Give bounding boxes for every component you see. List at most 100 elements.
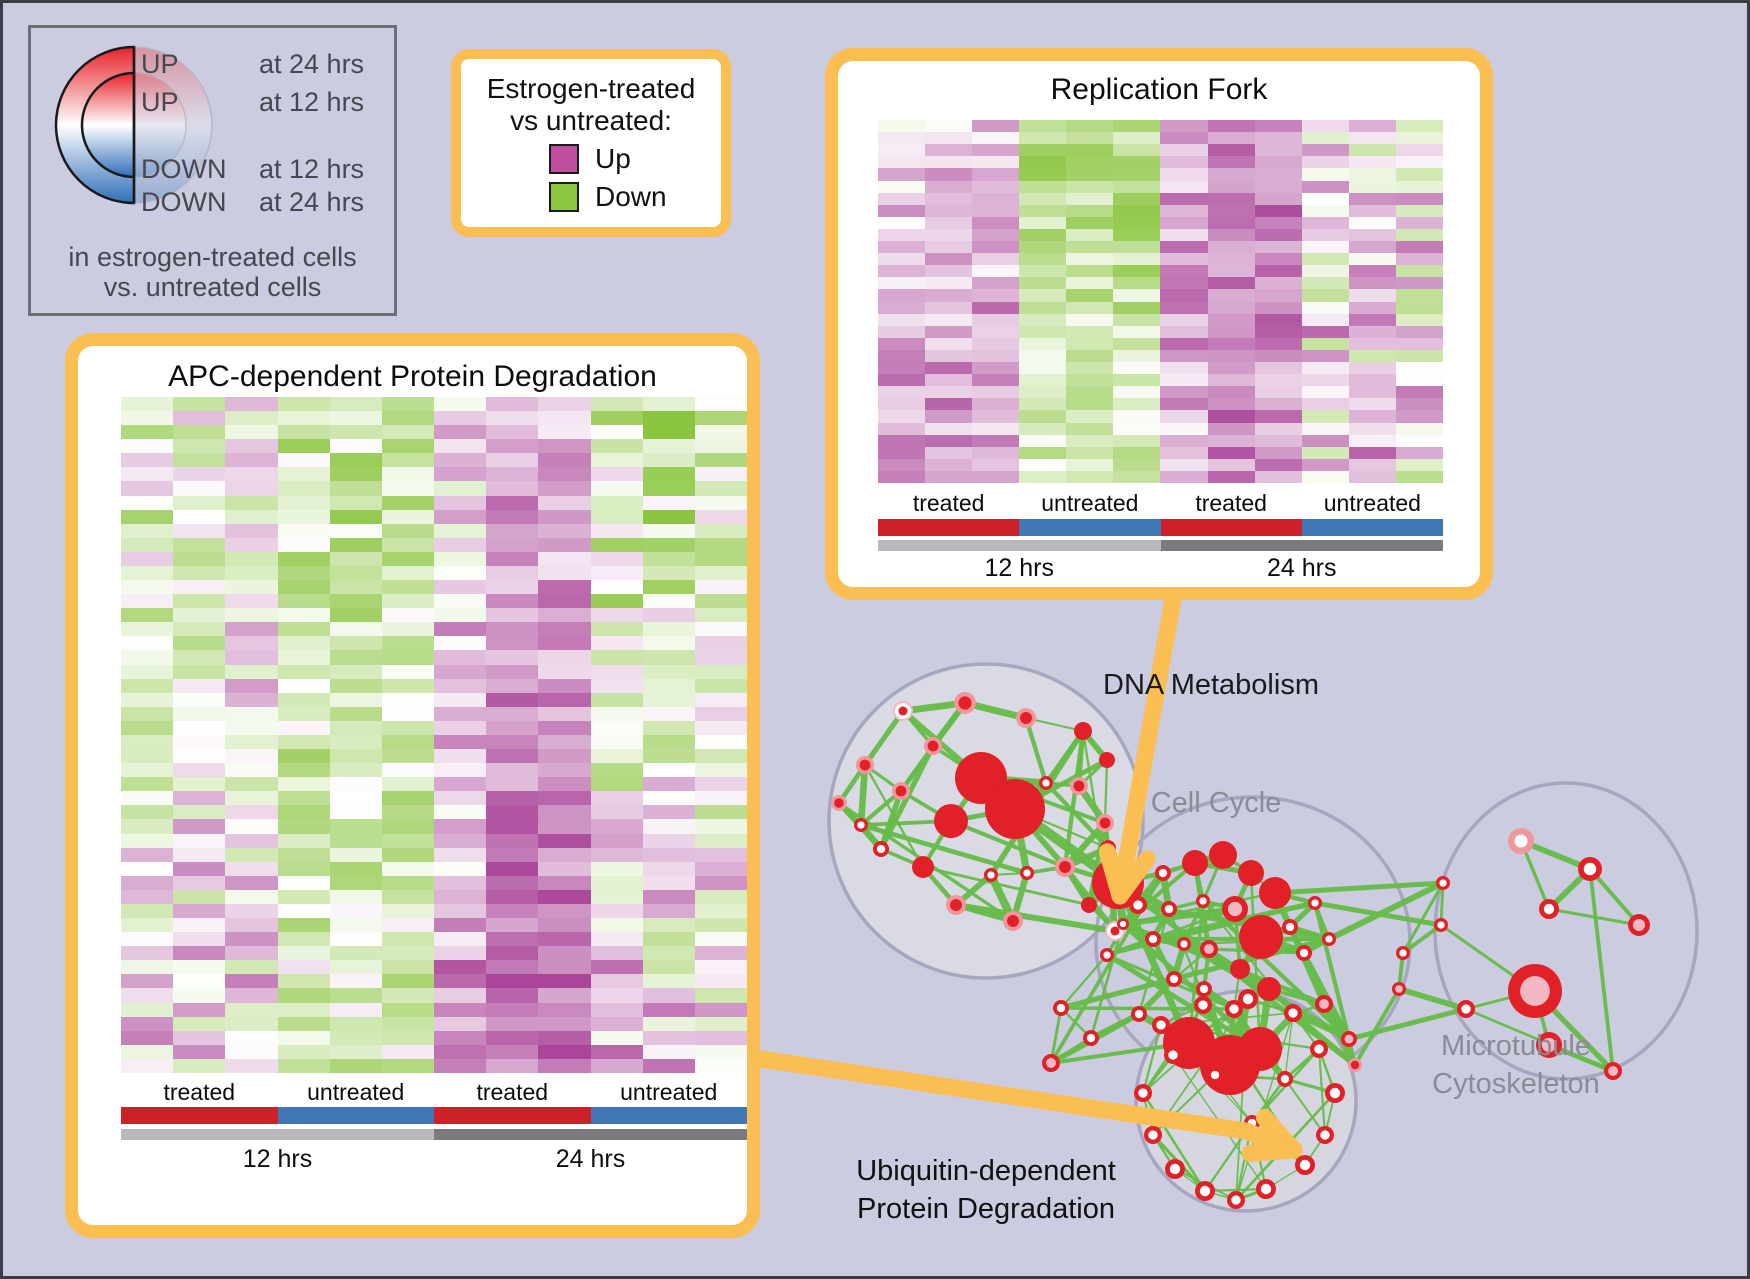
heatmap-cell [329,495,382,510]
heatmap-cell [1207,374,1255,387]
heatmap-cell [1066,120,1114,133]
heatmap-cell [121,791,174,806]
time-bar-segment [1160,540,1443,551]
heatmap-cell [1301,277,1349,290]
heatmap-cell [1160,144,1208,157]
heatmap-cell [1019,362,1067,375]
heatmap-cell [121,580,174,595]
heatmap-cell [329,551,382,566]
heatmap-cell [486,960,539,975]
network-node [1110,926,1120,936]
heatmap-cell [642,439,695,454]
heatmap-cell [1348,120,1396,133]
heatmap-cell [1066,349,1114,362]
heatmap-cell [925,349,973,362]
heatmap-cell [590,650,643,665]
heatmap-cell [972,253,1020,266]
heatmap-cell [1254,277,1302,290]
heatmap-cell [1019,241,1067,254]
heatmap-cell [1019,168,1067,181]
network-node [859,759,871,771]
heatmap-cell [1301,216,1349,229]
heatmap-cell [486,749,539,764]
heatmap-cell [538,453,591,468]
heatmap-cell [225,805,278,820]
heatmap-cell [1160,458,1208,471]
heatmap-cell [225,425,278,440]
heatmap-cell [538,664,591,679]
heatmap-cell [121,749,174,764]
heatmap-cell [590,495,643,510]
heatmap-cell [329,763,382,778]
heatmap-cell [173,664,226,679]
network-edge [1249,872,1262,1050]
heatmap-cell [121,425,174,440]
heatmap-cell [121,805,174,820]
network-node [1399,949,1407,957]
heatmap-cell [225,734,278,750]
heatmap-cell [225,439,278,454]
heatmap-cell [121,833,174,848]
heatmap-cell [1207,289,1255,302]
heatmap-cell [694,594,747,609]
heatmap-cell [381,960,434,975]
heatmap-cell [972,422,1020,435]
heatmap-cell [925,156,973,169]
heatmap-cell [1395,289,1443,302]
heatmap-cell [225,650,278,665]
cell-cycle-label: Cell Cycle [1150,787,1282,819]
heatmap-cell [590,551,643,566]
time-bar-segment [434,1129,747,1140]
network-node [1133,900,1143,910]
heatmap-cell [972,349,1020,362]
heatmap-cell [1301,458,1349,471]
heatmap-cell [486,692,539,707]
heatmap-cell [972,374,1020,387]
heatmap-cell [1301,422,1349,435]
heatmap-cell [381,777,434,792]
heatmap-cell [972,120,1020,133]
heatmap-cell [1066,180,1114,193]
heatmap-cell [1395,301,1443,314]
network-node [1099,752,1115,768]
heatmap-cell [277,791,330,806]
heatmap-cell [381,608,434,623]
heatmap-cell [277,481,330,496]
heatmap-cell [642,1044,695,1059]
network-edge [1114,881,1193,1045]
heatmap-cell [538,805,591,820]
heatmap-cell [590,861,643,876]
heatmap-cell [121,1030,174,1045]
network-edge [1023,717,1049,784]
heatmap-cell [277,960,330,975]
heatmap-cell [538,706,591,721]
heatmap-cell [381,988,434,1003]
heatmap-cell [1395,313,1443,326]
heatmap-cell [173,791,226,806]
heatmap-cell [1301,410,1349,423]
heatmap-cell [1066,156,1114,169]
heatmap-cell [878,446,926,459]
heatmap-cell [381,1002,434,1017]
heatmap-cell [538,551,591,566]
time-label: 24 hrs [555,1145,626,1173]
heatmap-cell [1254,156,1302,169]
heatmap-cell [1019,434,1067,447]
heatmap-cell [1348,337,1396,350]
heatmap-cell [642,1016,695,1031]
heatmap-cell [878,289,926,302]
network-edge [857,764,869,826]
heatmap-cell [486,1016,539,1031]
heatmap-cell [486,481,539,496]
heatmap-cell [925,446,973,459]
heatmap-cell [642,819,695,834]
heatmap-cell [277,425,330,440]
heatmap-cell [381,580,434,595]
heatmap-cell [329,805,382,820]
heatmap-cell [225,636,278,651]
heatmap-cell [1395,386,1443,399]
heatmap-cell [277,509,330,524]
heatmap-cell [694,819,747,834]
heatmap-cell [486,1030,539,1045]
heatmap-cell [381,537,434,552]
